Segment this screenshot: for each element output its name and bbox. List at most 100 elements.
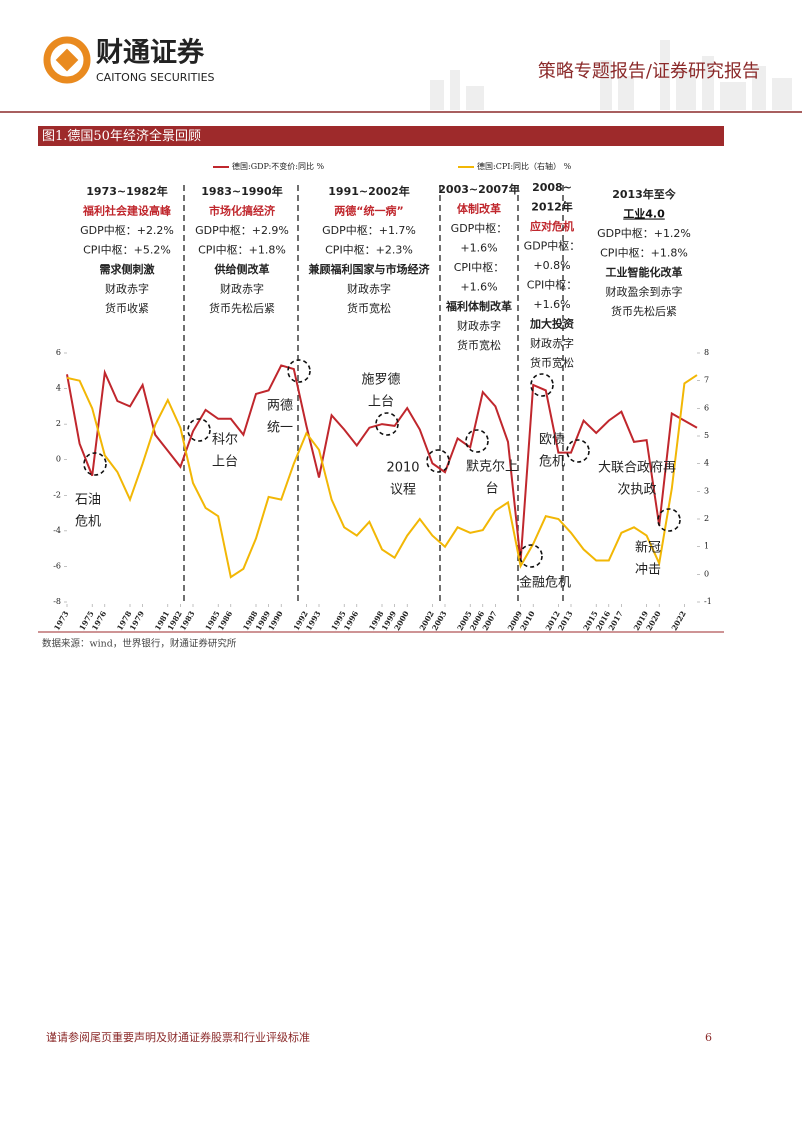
y-tick-label: 4 — [56, 384, 61, 393]
highlight-circle — [566, 439, 590, 463]
annotation: 2010 — [386, 461, 419, 476]
y2-tick-label: 4 — [704, 459, 709, 468]
y2-tick-label: 3 — [704, 486, 709, 495]
period-policy: 供给侧改革 — [214, 262, 270, 276]
period-stat: GDP中枢：+2.2% — [80, 223, 174, 237]
period-policy: 兼顾福利国家与市场经济 — [309, 262, 431, 276]
y2-tick-label: 6 — [704, 403, 709, 412]
period-stat: GDP中枢： — [451, 221, 508, 235]
period-stat: GDP中枢：+1.7% — [322, 223, 416, 237]
annotation: 危机 — [75, 515, 101, 530]
period-measure: 货币先松后紧 — [611, 304, 677, 318]
highlight-circle — [519, 544, 543, 568]
y-tick-label: -4 — [53, 526, 61, 535]
y-tick-label: -6 — [53, 561, 61, 570]
y2-tick-label: 1 — [704, 542, 709, 551]
annotation: 统一 — [267, 421, 293, 436]
figure-title-bar — [38, 126, 724, 146]
annotation: 两德 — [267, 399, 293, 414]
highlight-circle — [530, 373, 554, 397]
y-tick-label: -8 — [53, 597, 61, 606]
report-type: 策略专题报告/证券研究报告 — [538, 61, 760, 82]
period-theme: 体制改革 — [457, 202, 501, 216]
annotation: 欧债 — [539, 433, 565, 448]
period-years: 2003~2007年 — [438, 182, 519, 196]
series-line — [66, 374, 698, 579]
period-theme: 应对危机 — [530, 219, 574, 233]
period-stat: CPI中枢：+2.3% — [325, 243, 413, 257]
annotation: 危机 — [539, 455, 565, 470]
logo — [43, 36, 91, 84]
period-measure: 财政赤字 — [530, 336, 574, 350]
annotation: 冲击 — [635, 563, 661, 578]
period-measure: 货币宽松 — [530, 356, 574, 370]
y2-tick-label: 5 — [704, 431, 709, 440]
period-years: 2013年至今 — [612, 187, 677, 201]
period-policy: 工业智能化改革 — [606, 265, 683, 279]
period-theme: 市场化搞经济 — [209, 204, 276, 218]
period-years: 1973~1982年 — [86, 184, 167, 198]
period-stat: CPI中枢：+1.8% — [600, 246, 688, 260]
period-stat: +1.6% — [460, 281, 497, 294]
period-stat: +0.8% — [533, 259, 570, 272]
annotation: 上台 — [368, 395, 394, 410]
highlight-circle — [187, 418, 211, 442]
period-theme: 工业4.0 — [623, 207, 665, 221]
period-stat: CPI中枢：+5.2% — [83, 243, 171, 257]
x-tick-label: 1973 — [52, 610, 70, 633]
brand: 财通证券 — [96, 37, 205, 69]
annotation: 科尔 — [212, 433, 238, 448]
footer-notice: 谨请参阅尾页重要声明及财通证券股票和行业评级标准 — [46, 1030, 310, 1044]
period-measure: 财政赤字 — [347, 282, 391, 296]
period-measure: 货币宽松 — [457, 338, 501, 352]
y2-tick-label: 8 — [704, 348, 709, 357]
highlight-circle — [657, 508, 681, 532]
source: 数据来源：wind，世界银行，财通证券研究所 — [42, 638, 237, 650]
series-line — [66, 364, 698, 562]
period-measure: 财政赤字 — [220, 282, 264, 296]
y-tick-label: 6 — [56, 348, 61, 357]
annotation: 金融危机 — [519, 575, 571, 591]
figure-title: 图1.德国50年经济全景回顾 — [42, 128, 201, 144]
period-years: 2008~ — [532, 181, 572, 194]
period-measure: 财政赤字 — [105, 282, 149, 296]
y2-tick-label: 0 — [704, 569, 709, 578]
y2-tick-label: 2 — [704, 514, 709, 523]
x-tick-label: 2022 — [670, 610, 688, 633]
y2-tick-label: 7 — [704, 376, 709, 385]
period-stat: +1.6% — [533, 298, 570, 311]
highlight-circle — [83, 452, 107, 476]
annotation: 大联合政府再 — [598, 461, 676, 476]
period-years: 2012年 — [531, 200, 573, 214]
brand-en: CAITONG SECURITIES — [96, 71, 215, 84]
y-tick-label: -2 — [53, 490, 61, 499]
period-stat: GDP中枢： — [524, 239, 581, 253]
period-policy: 需求侧刺激 — [100, 262, 155, 276]
period-theme: 福利社会建设高峰 — [82, 204, 172, 218]
highlight-circle — [426, 449, 450, 473]
period-stat: CPI中枢： — [454, 260, 505, 274]
highlight-circle — [375, 412, 399, 436]
annotation: 默克尔上 — [466, 459, 518, 475]
y2-tick-label: -1 — [704, 597, 712, 606]
period-measure: 货币宽松 — [347, 301, 391, 315]
period-measure: 货币先松后紧 — [209, 301, 275, 315]
period-policy: 福利体制改革 — [445, 299, 512, 313]
skyline — [430, 40, 792, 110]
y-tick-label: 0 — [56, 455, 61, 464]
period-stat: +1.6% — [460, 242, 497, 255]
period-years: 1983~1990年 — [201, 184, 282, 198]
annotation: 石油 — [75, 493, 101, 508]
legend-label: 德国:GDP:不变价:同比 % — [232, 161, 325, 171]
period-stat: GDP中枢：+1.2% — [597, 226, 691, 240]
annotation: 上台 — [212, 455, 238, 470]
period-measure: 财政赤字 — [457, 319, 501, 333]
annotation: 新冠 — [635, 540, 661, 556]
annotation: 议程 — [390, 483, 416, 498]
period-policy: 加大投资 — [529, 317, 574, 331]
period-measure: 货币收紧 — [105, 301, 149, 315]
legend-label: 德国:CPI:同比（右轴） % — [477, 161, 572, 171]
annotation: 施罗德 — [361, 373, 400, 388]
period-years: 1991~2002年 — [328, 184, 409, 198]
